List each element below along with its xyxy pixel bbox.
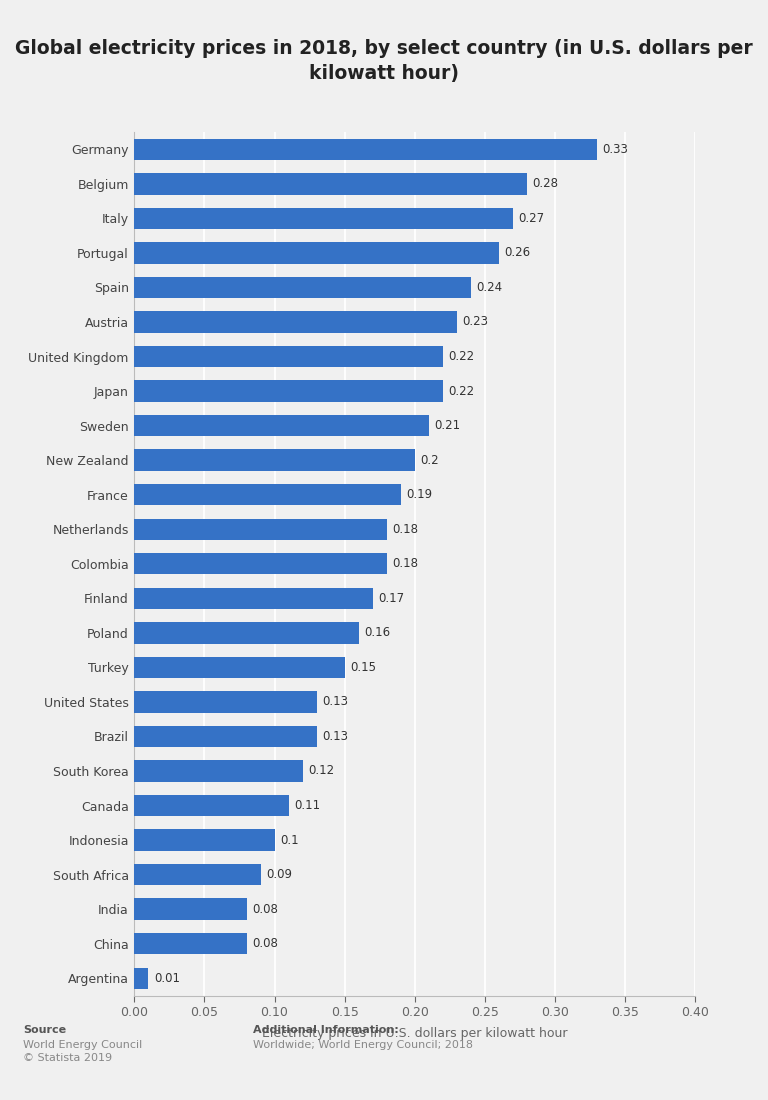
X-axis label: Electricity prices in U.S. dollars per kilowatt hour: Electricity prices in U.S. dollars per k… [262, 1027, 568, 1041]
Bar [134, 933, 247, 955]
Text: 0.27: 0.27 [518, 212, 545, 224]
Bar [134, 173, 527, 195]
Bar [134, 691, 316, 713]
Text: 0.23: 0.23 [462, 316, 488, 329]
Bar [134, 381, 442, 402]
Bar [134, 311, 457, 332]
Bar [134, 553, 386, 574]
Bar [134, 518, 386, 540]
Text: 0.15: 0.15 [350, 661, 376, 674]
Text: 0.16: 0.16 [364, 626, 390, 639]
Text: 0.22: 0.22 [449, 385, 475, 397]
Bar [134, 795, 289, 816]
Text: 0.13: 0.13 [323, 730, 348, 743]
Text: 0.17: 0.17 [379, 592, 405, 605]
Text: Worldwide; World Energy Council; 2018: Worldwide; World Energy Council; 2018 [253, 1040, 473, 1049]
Text: 0.19: 0.19 [406, 488, 432, 502]
Text: 0.18: 0.18 [392, 558, 419, 570]
Text: 0.28: 0.28 [532, 177, 558, 190]
Bar [134, 242, 499, 264]
Text: 0.01: 0.01 [154, 971, 180, 984]
Text: 0.08: 0.08 [252, 937, 278, 950]
Bar [134, 623, 359, 643]
Text: 0.33: 0.33 [603, 143, 628, 156]
Text: 0.22: 0.22 [449, 350, 475, 363]
Text: 0.26: 0.26 [505, 246, 531, 260]
Bar [134, 415, 429, 437]
Bar [134, 139, 597, 159]
Bar [134, 345, 442, 367]
Bar [134, 726, 316, 747]
Text: Additional Information:: Additional Information: [253, 1025, 399, 1035]
Bar [134, 760, 303, 782]
Bar [134, 829, 274, 850]
Text: 0.12: 0.12 [308, 764, 334, 778]
Bar [134, 277, 471, 298]
Text: Global electricity prices in 2018, by select country (in U.S. dollars per
kilowa: Global electricity prices in 2018, by se… [15, 39, 753, 82]
Bar [134, 899, 247, 920]
Bar [134, 968, 148, 989]
Text: Source: Source [23, 1025, 66, 1035]
Text: 0.24: 0.24 [476, 280, 502, 294]
Text: 0.08: 0.08 [252, 903, 278, 915]
Bar [134, 208, 513, 229]
Text: 0.18: 0.18 [392, 522, 419, 536]
Bar [134, 657, 345, 678]
Text: 0.13: 0.13 [323, 695, 348, 708]
Text: 0.1: 0.1 [280, 834, 299, 847]
Text: 0.09: 0.09 [266, 868, 292, 881]
Bar [134, 587, 372, 609]
Bar [134, 864, 260, 886]
Text: 0.11: 0.11 [294, 799, 320, 812]
Text: World Energy Council
© Statista 2019: World Energy Council © Statista 2019 [23, 1040, 142, 1063]
Text: 0.2: 0.2 [420, 453, 439, 466]
Bar [134, 484, 401, 505]
Bar [134, 450, 415, 471]
Text: 0.21: 0.21 [435, 419, 461, 432]
